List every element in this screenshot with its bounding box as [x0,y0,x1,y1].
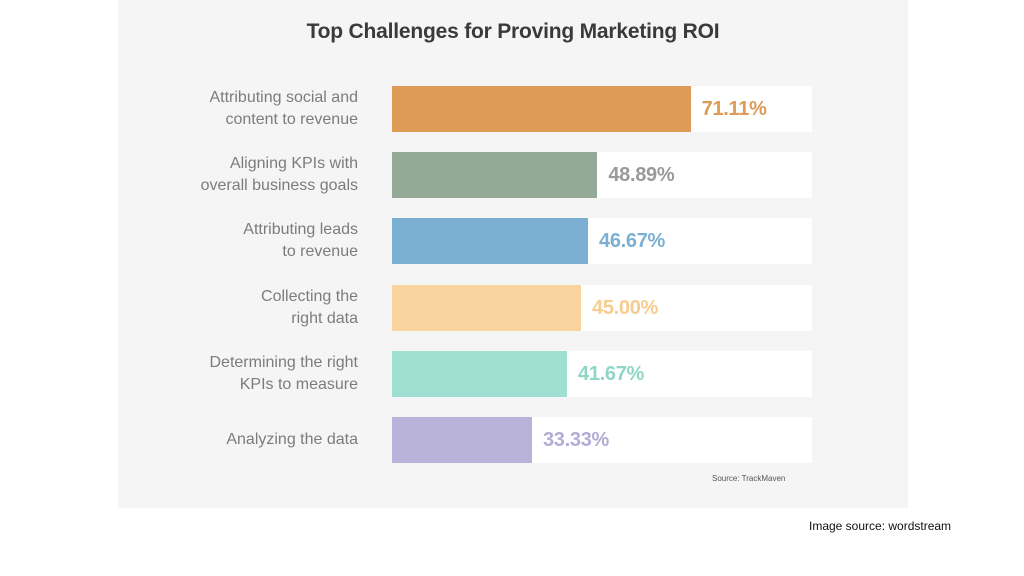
image-credit: Image source: wordstream [809,519,952,533]
bar-track: 33.33% [392,417,812,463]
value-label: 45.00% [592,296,659,319]
bar-row: Collecting the right data 45.00% [118,285,908,331]
bar-track: 71.11% [392,86,812,132]
bar [392,86,691,132]
category-label: Aligning KPIs with overall business goal… [200,155,358,194]
value-label: 48.89% [608,163,675,186]
bar-track: 48.89% [392,152,812,198]
bar-row: Attributing leads to revenue 46.67% [118,218,908,264]
chart-source: Source: TrackMaven [712,474,786,483]
bar [392,417,532,463]
bar-track: 45.00% [392,285,812,331]
bar [392,152,598,198]
bar-row: Determining the right KPIs to measure 41.… [118,351,908,397]
bar-row: Analyzing the data 33.33% [118,417,908,463]
bar [392,218,588,264]
bar-track: 46.67% [392,218,812,264]
category-label: Analyzing the data [226,431,358,448]
chart-title: Top Challenges for Proving Marketing ROI [306,20,720,43]
bar [392,285,581,331]
category-label: Attributing social and content to revenu… [209,89,358,128]
category-label: Attributing leads to revenue [243,221,358,260]
value-label: 71.11% [701,97,767,120]
bar-row: Aligning KPIs with overall business goal… [118,152,908,198]
category-label: Collecting the right data [261,288,358,327]
bar-row: Attributing social and content to revenu… [118,86,908,132]
category-label: Determining the right KPIs to measure [209,354,358,393]
value-label: 33.33% [542,428,610,451]
bar [392,351,567,397]
value-label: 41.67% [578,362,645,385]
bar-track: 41.67% [392,351,812,397]
chart-panel: Top Challenges for Proving Marketing ROI… [118,0,908,508]
value-label: 46.67% [599,229,666,252]
